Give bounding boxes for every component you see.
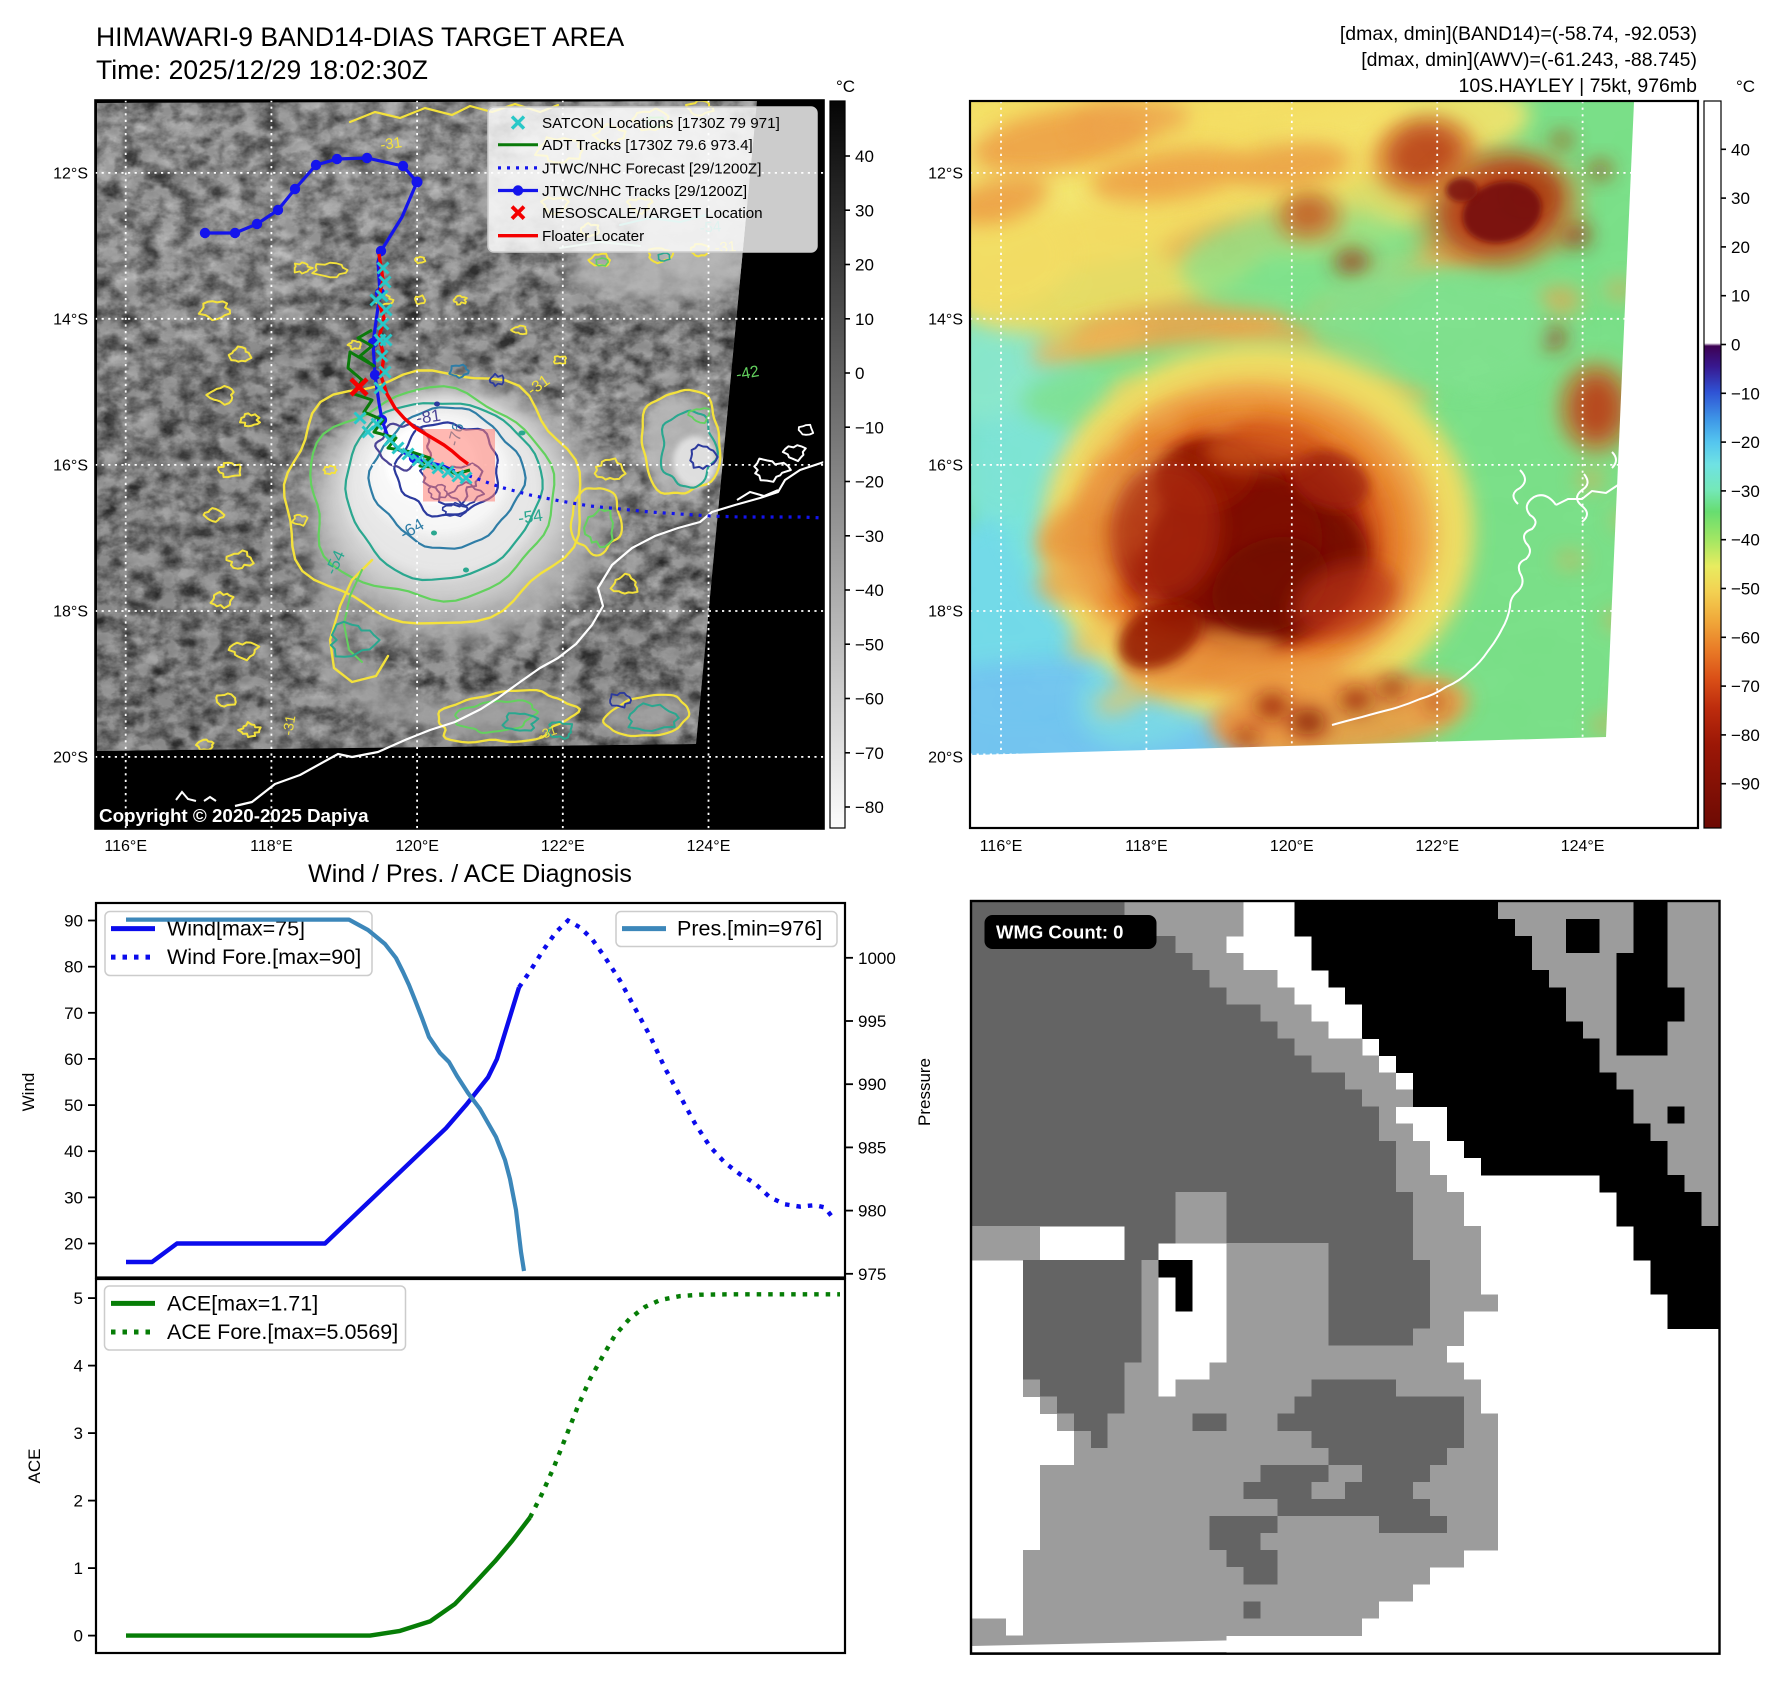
svg-text:−50: −50 <box>1731 580 1760 599</box>
svg-text:−70: −70 <box>855 744 884 763</box>
svg-text:-81: -81 <box>415 406 442 428</box>
svg-text:Floater Locater: Floater Locater <box>542 228 644 245</box>
svg-text:−40: −40 <box>1731 531 1760 550</box>
svg-text:0: 0 <box>855 364 864 383</box>
svg-text:30: 30 <box>855 201 874 220</box>
svg-text:20: 20 <box>855 256 874 275</box>
svg-text:1000: 1000 <box>858 949 896 968</box>
svg-text:−10: −10 <box>855 418 884 437</box>
svg-text:18°S: 18°S <box>928 604 963 621</box>
svg-text:ACE Fore.[max=5.0569]: ACE Fore.[max=5.0569] <box>167 1320 398 1344</box>
svg-text:995: 995 <box>858 1012 886 1031</box>
svg-text:20: 20 <box>64 1235 83 1254</box>
svg-text:−80: −80 <box>1731 726 1760 745</box>
svg-text:1: 1 <box>74 1559 83 1578</box>
svg-text:124°E: 124°E <box>687 838 731 855</box>
svg-text:70: 70 <box>64 1004 83 1023</box>
svg-text:10S.HAYLEY | 75kt, 976mb: 10S.HAYLEY | 75kt, 976mb <box>1459 75 1698 97</box>
svg-text:4: 4 <box>74 1357 83 1376</box>
svg-text:2: 2 <box>74 1492 83 1511</box>
svg-text:SATCON Locations [1730Z 79 971: SATCON Locations [1730Z 79 971] <box>542 115 780 132</box>
svg-text:118°E: 118°E <box>250 838 293 855</box>
svg-text:975: 975 <box>858 1265 886 1284</box>
svg-text:Wind: Wind <box>19 1073 38 1112</box>
svg-text:−10: −10 <box>1731 384 1760 403</box>
svg-text:50: 50 <box>64 1096 83 1115</box>
svg-text:80: 80 <box>64 958 83 977</box>
svg-text:[dmax, dmin](AWV)=(-61.243, -8: [dmax, dmin](AWV)=(-61.243, -88.745) <box>1361 49 1697 71</box>
svg-text:118°E: 118°E <box>1125 838 1168 855</box>
svg-text:116°E: 116°E <box>104 838 147 855</box>
svg-text:122°E: 122°E <box>1415 838 1459 855</box>
svg-text:40: 40 <box>1731 140 1750 159</box>
svg-text:ADT Tracks [1730Z 79.6 973.4]: ADT Tracks [1730Z 79.6 973.4] <box>542 137 753 154</box>
svg-text:14°S: 14°S <box>928 311 963 328</box>
svg-text:−20: −20 <box>855 473 884 492</box>
svg-text:20: 20 <box>1731 238 1750 257</box>
svg-text:[dmax, dmin](BAND14)=(-58.74,: [dmax, dmin](BAND14)=(-58.74, -92.053) <box>1340 23 1697 45</box>
svg-text:−60: −60 <box>855 690 884 709</box>
svg-text:116°E: 116°E <box>980 838 1023 855</box>
svg-text:3: 3 <box>74 1424 83 1443</box>
svg-text:WMG Count: 0: WMG Count: 0 <box>996 922 1123 943</box>
svg-text:18°S: 18°S <box>53 604 88 621</box>
svg-text:Pressure: Pressure <box>915 1058 934 1126</box>
svg-text:985: 985 <box>858 1138 886 1157</box>
svg-text:120°E: 120°E <box>1270 838 1314 855</box>
svg-text:-31: -31 <box>379 134 403 154</box>
svg-text:°C: °C <box>1736 77 1755 96</box>
svg-text:40: 40 <box>855 147 874 166</box>
svg-text:−90: −90 <box>1731 775 1760 794</box>
svg-text:−20: −20 <box>1731 433 1760 452</box>
svg-text:16°S: 16°S <box>53 457 88 474</box>
svg-text:HIMAWARI-9 BAND14-DIAS TARGET: HIMAWARI-9 BAND14-DIAS TARGET AREA <box>96 22 624 52</box>
svg-text:MESOSCALE/TARGET Location: MESOSCALE/TARGET Location <box>542 205 763 222</box>
svg-text:30: 30 <box>1731 189 1750 208</box>
svg-text:0: 0 <box>1731 336 1740 355</box>
svg-text:Time: 2025/12/29 18:02:30Z: Time: 2025/12/29 18:02:30Z <box>96 55 428 85</box>
svg-text:−30: −30 <box>1731 482 1760 501</box>
svg-text:-31: -31 <box>536 722 559 743</box>
svg-text:−30: −30 <box>855 527 884 546</box>
svg-text:-54: -54 <box>517 506 544 528</box>
svg-text:ACE[max=1.71]: ACE[max=1.71] <box>167 1291 318 1315</box>
svg-text:16°S: 16°S <box>928 457 963 474</box>
svg-text:90: 90 <box>64 912 83 931</box>
svg-text:12°S: 12°S <box>928 165 963 182</box>
svg-text:−70: −70 <box>1731 677 1760 696</box>
svg-text:990: 990 <box>858 1075 886 1094</box>
svg-text:120°E: 120°E <box>395 838 439 855</box>
svg-text:20°S: 20°S <box>53 749 88 766</box>
svg-text:124°E: 124°E <box>1561 838 1605 855</box>
svg-text:30: 30 <box>64 1188 83 1207</box>
svg-text:14°S: 14°S <box>53 311 88 328</box>
svg-text:Pres.[min=976]: Pres.[min=976] <box>677 917 822 941</box>
svg-text:Wind / Pres. / ACE Diagnosis: Wind / Pres. / ACE Diagnosis <box>308 860 632 888</box>
svg-text:20°S: 20°S <box>928 749 963 766</box>
svg-text:ACE: ACE <box>25 1449 44 1484</box>
svg-text:JTWC/NHC Forecast [29/1200Z]: JTWC/NHC Forecast [29/1200Z] <box>542 160 761 177</box>
svg-text:980: 980 <box>858 1202 886 1221</box>
svg-text:−40: −40 <box>855 581 884 600</box>
svg-text:−60: −60 <box>1731 628 1760 647</box>
svg-text:Wind Fore.[max=90]: Wind Fore.[max=90] <box>167 945 361 969</box>
svg-text:JTWC/NHC Tracks [29/1200Z]: JTWC/NHC Tracks [29/1200Z] <box>542 183 747 200</box>
svg-text:60: 60 <box>64 1050 83 1069</box>
svg-text:0: 0 <box>74 1627 83 1646</box>
svg-text:-31: -31 <box>279 714 298 737</box>
svg-text:5: 5 <box>74 1289 83 1308</box>
svg-text:10: 10 <box>855 310 874 329</box>
svg-text:10: 10 <box>1731 287 1750 306</box>
svg-text:°C: °C <box>836 77 855 96</box>
svg-text:−80: −80 <box>855 798 884 817</box>
svg-text:Copyright © 2020-2025 Dapiya: Copyright © 2020-2025 Dapiya <box>99 805 369 826</box>
svg-text:−50: −50 <box>855 635 884 654</box>
svg-text:12°S: 12°S <box>53 165 88 182</box>
svg-text:40: 40 <box>64 1142 83 1161</box>
svg-text:-42: -42 <box>735 363 761 384</box>
svg-text:122°E: 122°E <box>541 838 585 855</box>
